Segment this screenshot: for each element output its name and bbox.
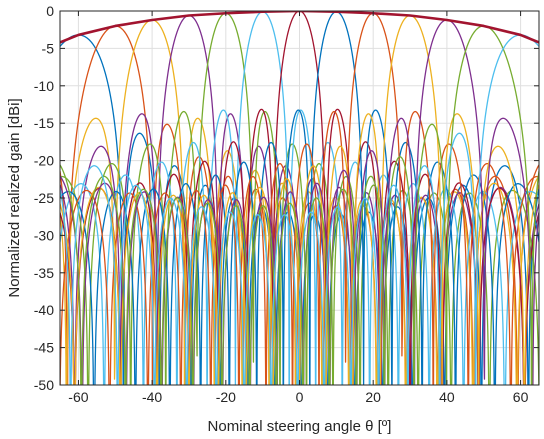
- beam-series-7: [60, 11, 539, 385]
- x-tick-label: 40: [439, 389, 455, 405]
- envelope-curve: [60, 11, 539, 44]
- y-tick-label: -45: [34, 340, 54, 356]
- x-axis-ticks: -60 -40 -20 0 20 40 60: [68, 11, 529, 405]
- y-tick-label: -35: [34, 265, 54, 281]
- y-axis-label: Normalized realized gain [dBi]: [6, 98, 23, 297]
- y-tick-label: -25: [34, 190, 54, 206]
- x-axis-label: Nominal steering angle θ [º]: [208, 418, 392, 435]
- beam-series-12: [60, 25, 539, 385]
- beam-series-13: [60, 34, 539, 385]
- y-tick-label: -10: [34, 78, 54, 94]
- beam-series-9: [60, 12, 539, 385]
- y-axis-ticks: 0 -5 -10 -15 -20 -25 -30 -35 -40 -45 -50: [34, 3, 539, 393]
- y-tick-label: 0: [46, 3, 54, 19]
- x-tick-label: 0: [296, 389, 304, 405]
- x-tick-label: -20: [216, 389, 236, 405]
- beam-patterns: [60, 11, 539, 385]
- y-tick-label: -40: [34, 302, 54, 318]
- beam-series-11: [60, 19, 539, 385]
- y-tick-label: -20: [34, 153, 54, 169]
- y-tick-label: -15: [34, 115, 54, 131]
- y-tick-label: -30: [34, 227, 54, 243]
- beam-series-4: [60, 14, 539, 385]
- y-tick-label: -50: [34, 377, 54, 393]
- beam-series-8: [60, 11, 539, 385]
- envelope-series: [60, 11, 539, 44]
- x-tick-label: -60: [68, 389, 88, 405]
- x-tick-label: 60: [513, 389, 529, 405]
- y-tick-label: -5: [42, 40, 55, 56]
- x-tick-label: 20: [365, 389, 381, 405]
- x-tick-label: -40: [142, 389, 162, 405]
